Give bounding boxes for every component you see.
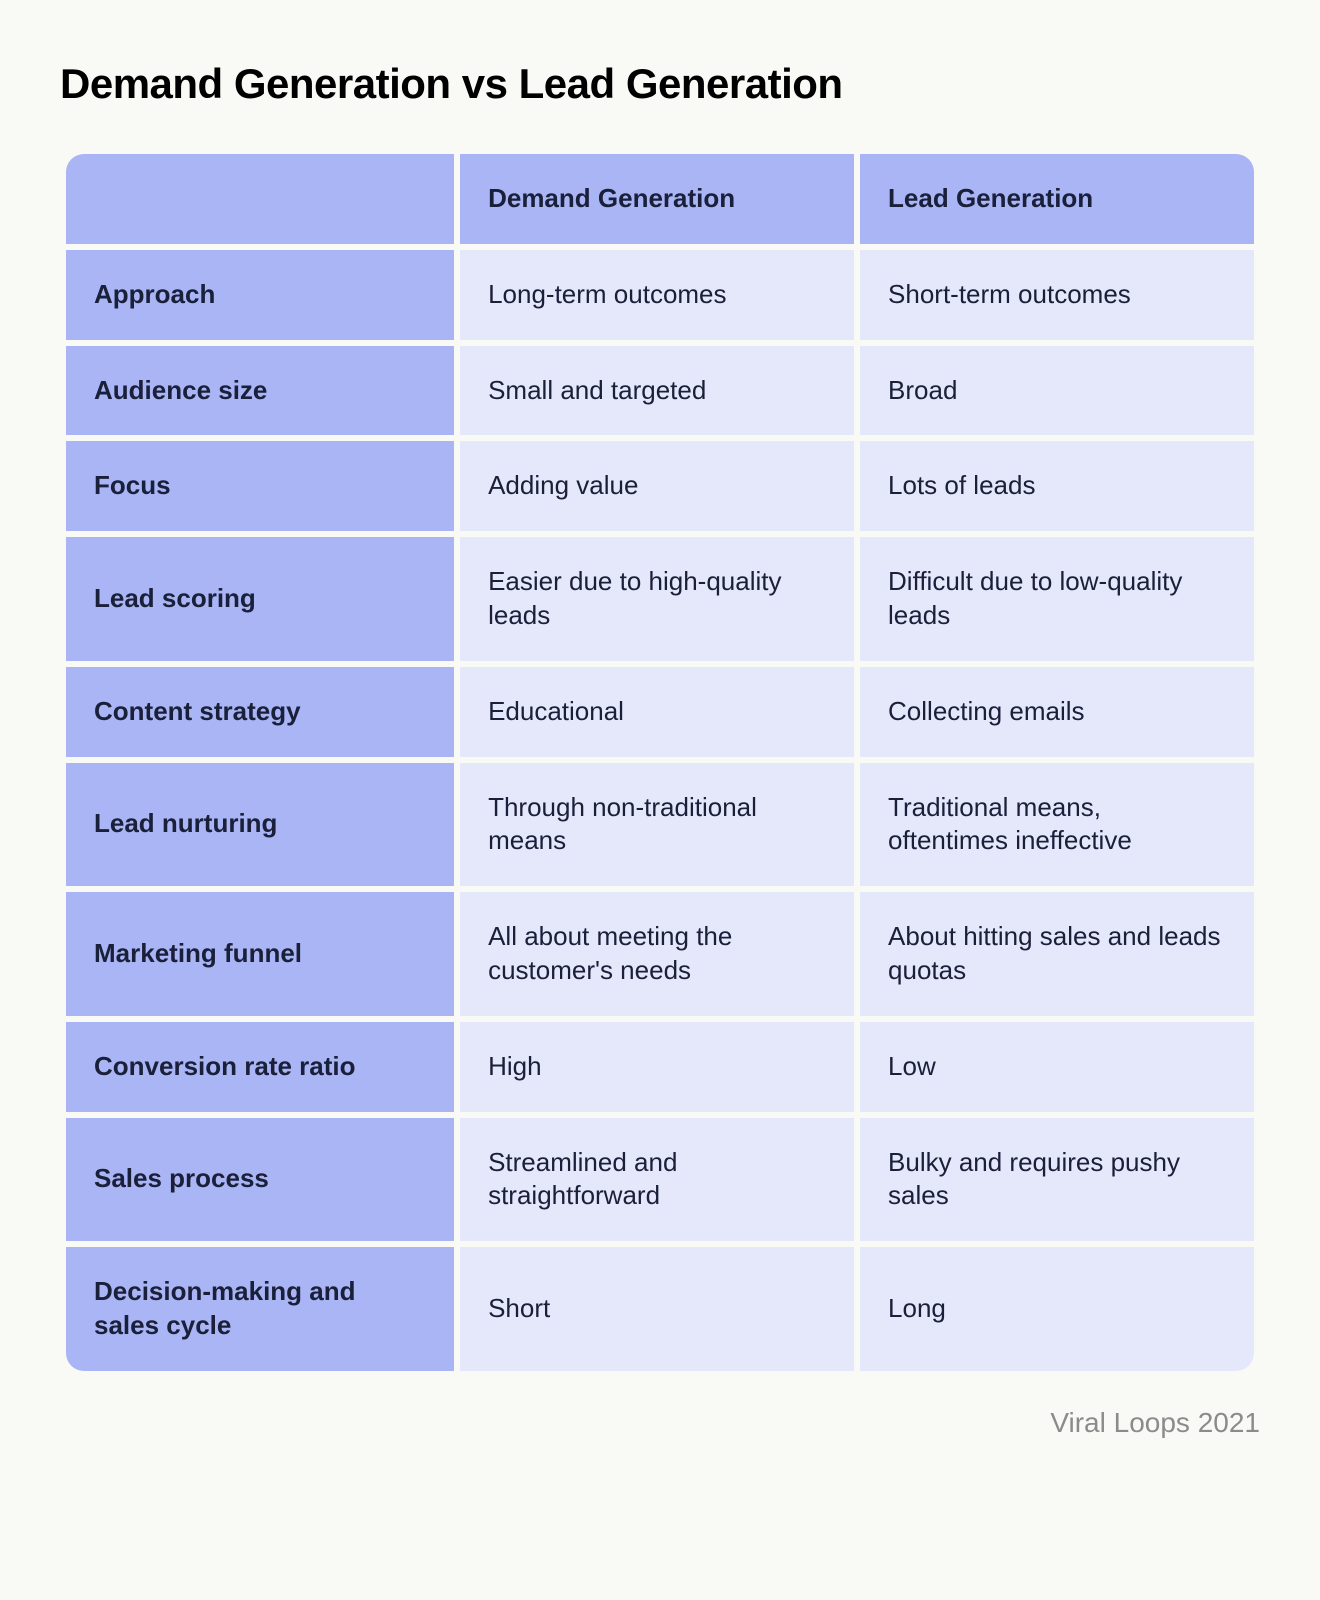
table-row: Lead nurturing Through non-traditional m… [66,763,1254,887]
cell-demand: High [460,1022,854,1112]
row-label: Conversion rate ratio [66,1022,454,1112]
cell-lead: Difficult due to low-quality leads [860,537,1254,661]
table-row: Conversion rate ratio High Low [66,1022,1254,1112]
cell-demand: Streamlined and straightforward [460,1118,854,1242]
row-label: Sales process [66,1118,454,1242]
row-label: Lead nurturing [66,763,454,887]
row-label: Lead scoring [66,537,454,661]
cell-lead: Low [860,1022,1254,1112]
cell-demand: Long-term outcomes [460,250,854,340]
header-blank [66,154,454,244]
cell-demand: Easier due to high-quality leads [460,537,854,661]
cell-demand: Educational [460,667,854,757]
cell-lead: Bulky and requires pushy sales [860,1118,1254,1242]
cell-lead: Traditional means, oftentimes ineffectiv… [860,763,1254,887]
header-lead: Lead Generation [860,154,1254,244]
table-row: Marketing funnel All about meeting the c… [66,892,1254,1016]
table-header-row: Demand Generation Lead Generation [66,154,1254,244]
cell-lead: Collecting emails [860,667,1254,757]
table-row: Lead scoring Easier due to high-quality … [66,537,1254,661]
table-row: Sales process Streamlined and straightfo… [66,1118,1254,1242]
row-label: Audience size [66,346,454,436]
table-row: Approach Long-term outcomes Short-term o… [66,250,1254,340]
cell-demand: Small and targeted [460,346,854,436]
table-row: Decision-making and sales cycle Short Lo… [66,1247,1254,1371]
row-label: Content strategy [66,667,454,757]
table-row: Content strategy Educational Collecting … [66,667,1254,757]
cell-lead: Broad [860,346,1254,436]
cell-demand: Adding value [460,441,854,531]
attribution: Viral Loops 2021 [60,1407,1260,1439]
row-label: Focus [66,441,454,531]
cell-lead: Lots of leads [860,441,1254,531]
cell-demand: Through non-traditional means [460,763,854,887]
page-title: Demand Generation vs Lead Generation [60,60,1260,108]
cell-lead: About hitting sales and leads quotas [860,892,1254,1016]
cell-lead: Long [860,1247,1254,1371]
cell-demand: All about meeting the customer's needs [460,892,854,1016]
cell-demand: Short [460,1247,854,1371]
table-row: Focus Adding value Lots of leads [66,441,1254,531]
table-row: Audience size Small and targeted Broad [66,346,1254,436]
cell-lead: Short-term outcomes [860,250,1254,340]
header-demand: Demand Generation [460,154,854,244]
row-label: Approach [66,250,454,340]
comparison-table: Demand Generation Lead Generation Approa… [60,148,1260,1377]
row-label: Marketing funnel [66,892,454,1016]
row-label: Decision-making and sales cycle [66,1247,454,1371]
